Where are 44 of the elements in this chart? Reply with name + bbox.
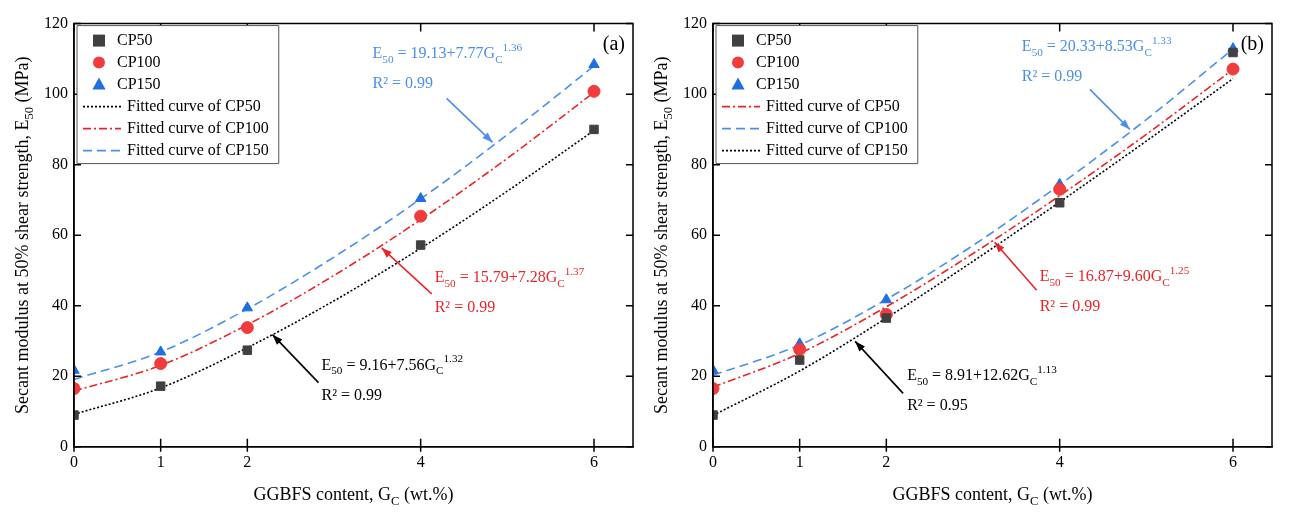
legend-label: Fitted curve of CP100 (766, 118, 908, 136)
y-tick-label: 60 (52, 225, 68, 243)
y-tick-label: 120 (683, 13, 707, 31)
y-tick-label: 120 (44, 13, 68, 31)
annotation: R² = 0.99 (1039, 297, 1101, 315)
legend-label: Fitted curve of CP100 (127, 118, 269, 136)
legend-label: CP150 (756, 74, 800, 92)
annotation: (b) (1240, 31, 1265, 55)
y-tick-label: 0 (699, 437, 707, 454)
y-tick-label: 60 (691, 225, 707, 243)
y-axis-title: Secant modulus at 50% shear strength, E50 (MPa) (12, 56, 37, 414)
legend-label: Fitted curve of CP150 (127, 140, 269, 158)
legend-label: CP50 (756, 30, 792, 48)
legend-label: CP100 (117, 52, 161, 70)
y-tick-label: 20 (52, 366, 68, 384)
legend-label: Fitted curve of CP150 (766, 140, 908, 158)
x-tick-label: 1 (156, 452, 165, 470)
annotation: R² = 0.99 (1021, 67, 1083, 85)
x-tick-label: 4 (416, 452, 425, 470)
y-tick-label: 100 (683, 84, 707, 102)
x-tick-label: 2 (882, 452, 891, 470)
legend-label: CP50 (117, 30, 153, 48)
x-tick-label: 2 (243, 452, 252, 470)
y-tick-label: 80 (691, 154, 707, 172)
x-tick-label: 6 (1229, 452, 1237, 470)
y-axis-title: Secant modulus at 50% shear strength, E50 (MPa) (651, 56, 676, 414)
y-tick-label: 100 (44, 84, 68, 102)
annotation: (a) (602, 31, 626, 55)
legend-label: Fitted curve of CP50 (766, 96, 900, 114)
x-tick-label: 6 (590, 452, 598, 470)
x-tick-label: 1 (795, 452, 804, 470)
annotation: R² = 0.95 (907, 396, 968, 414)
y-tick-label: 80 (52, 154, 68, 172)
annotation: R² = 0.99 (321, 385, 382, 403)
y-tick-label: 0 (60, 437, 68, 454)
legend-label: CP100 (756, 52, 800, 70)
legend-label: CP150 (117, 74, 161, 92)
x-tick-label: 4 (1055, 452, 1064, 470)
y-tick-label: 40 (52, 295, 68, 313)
annotation: R² = 0.99 (372, 74, 434, 92)
y-tick-label: 40 (691, 295, 707, 313)
y-tick-label: 20 (691, 366, 707, 384)
legend-label: Fitted curve of CP50 (127, 96, 261, 114)
annotation: R² = 0.99 (434, 297, 496, 315)
